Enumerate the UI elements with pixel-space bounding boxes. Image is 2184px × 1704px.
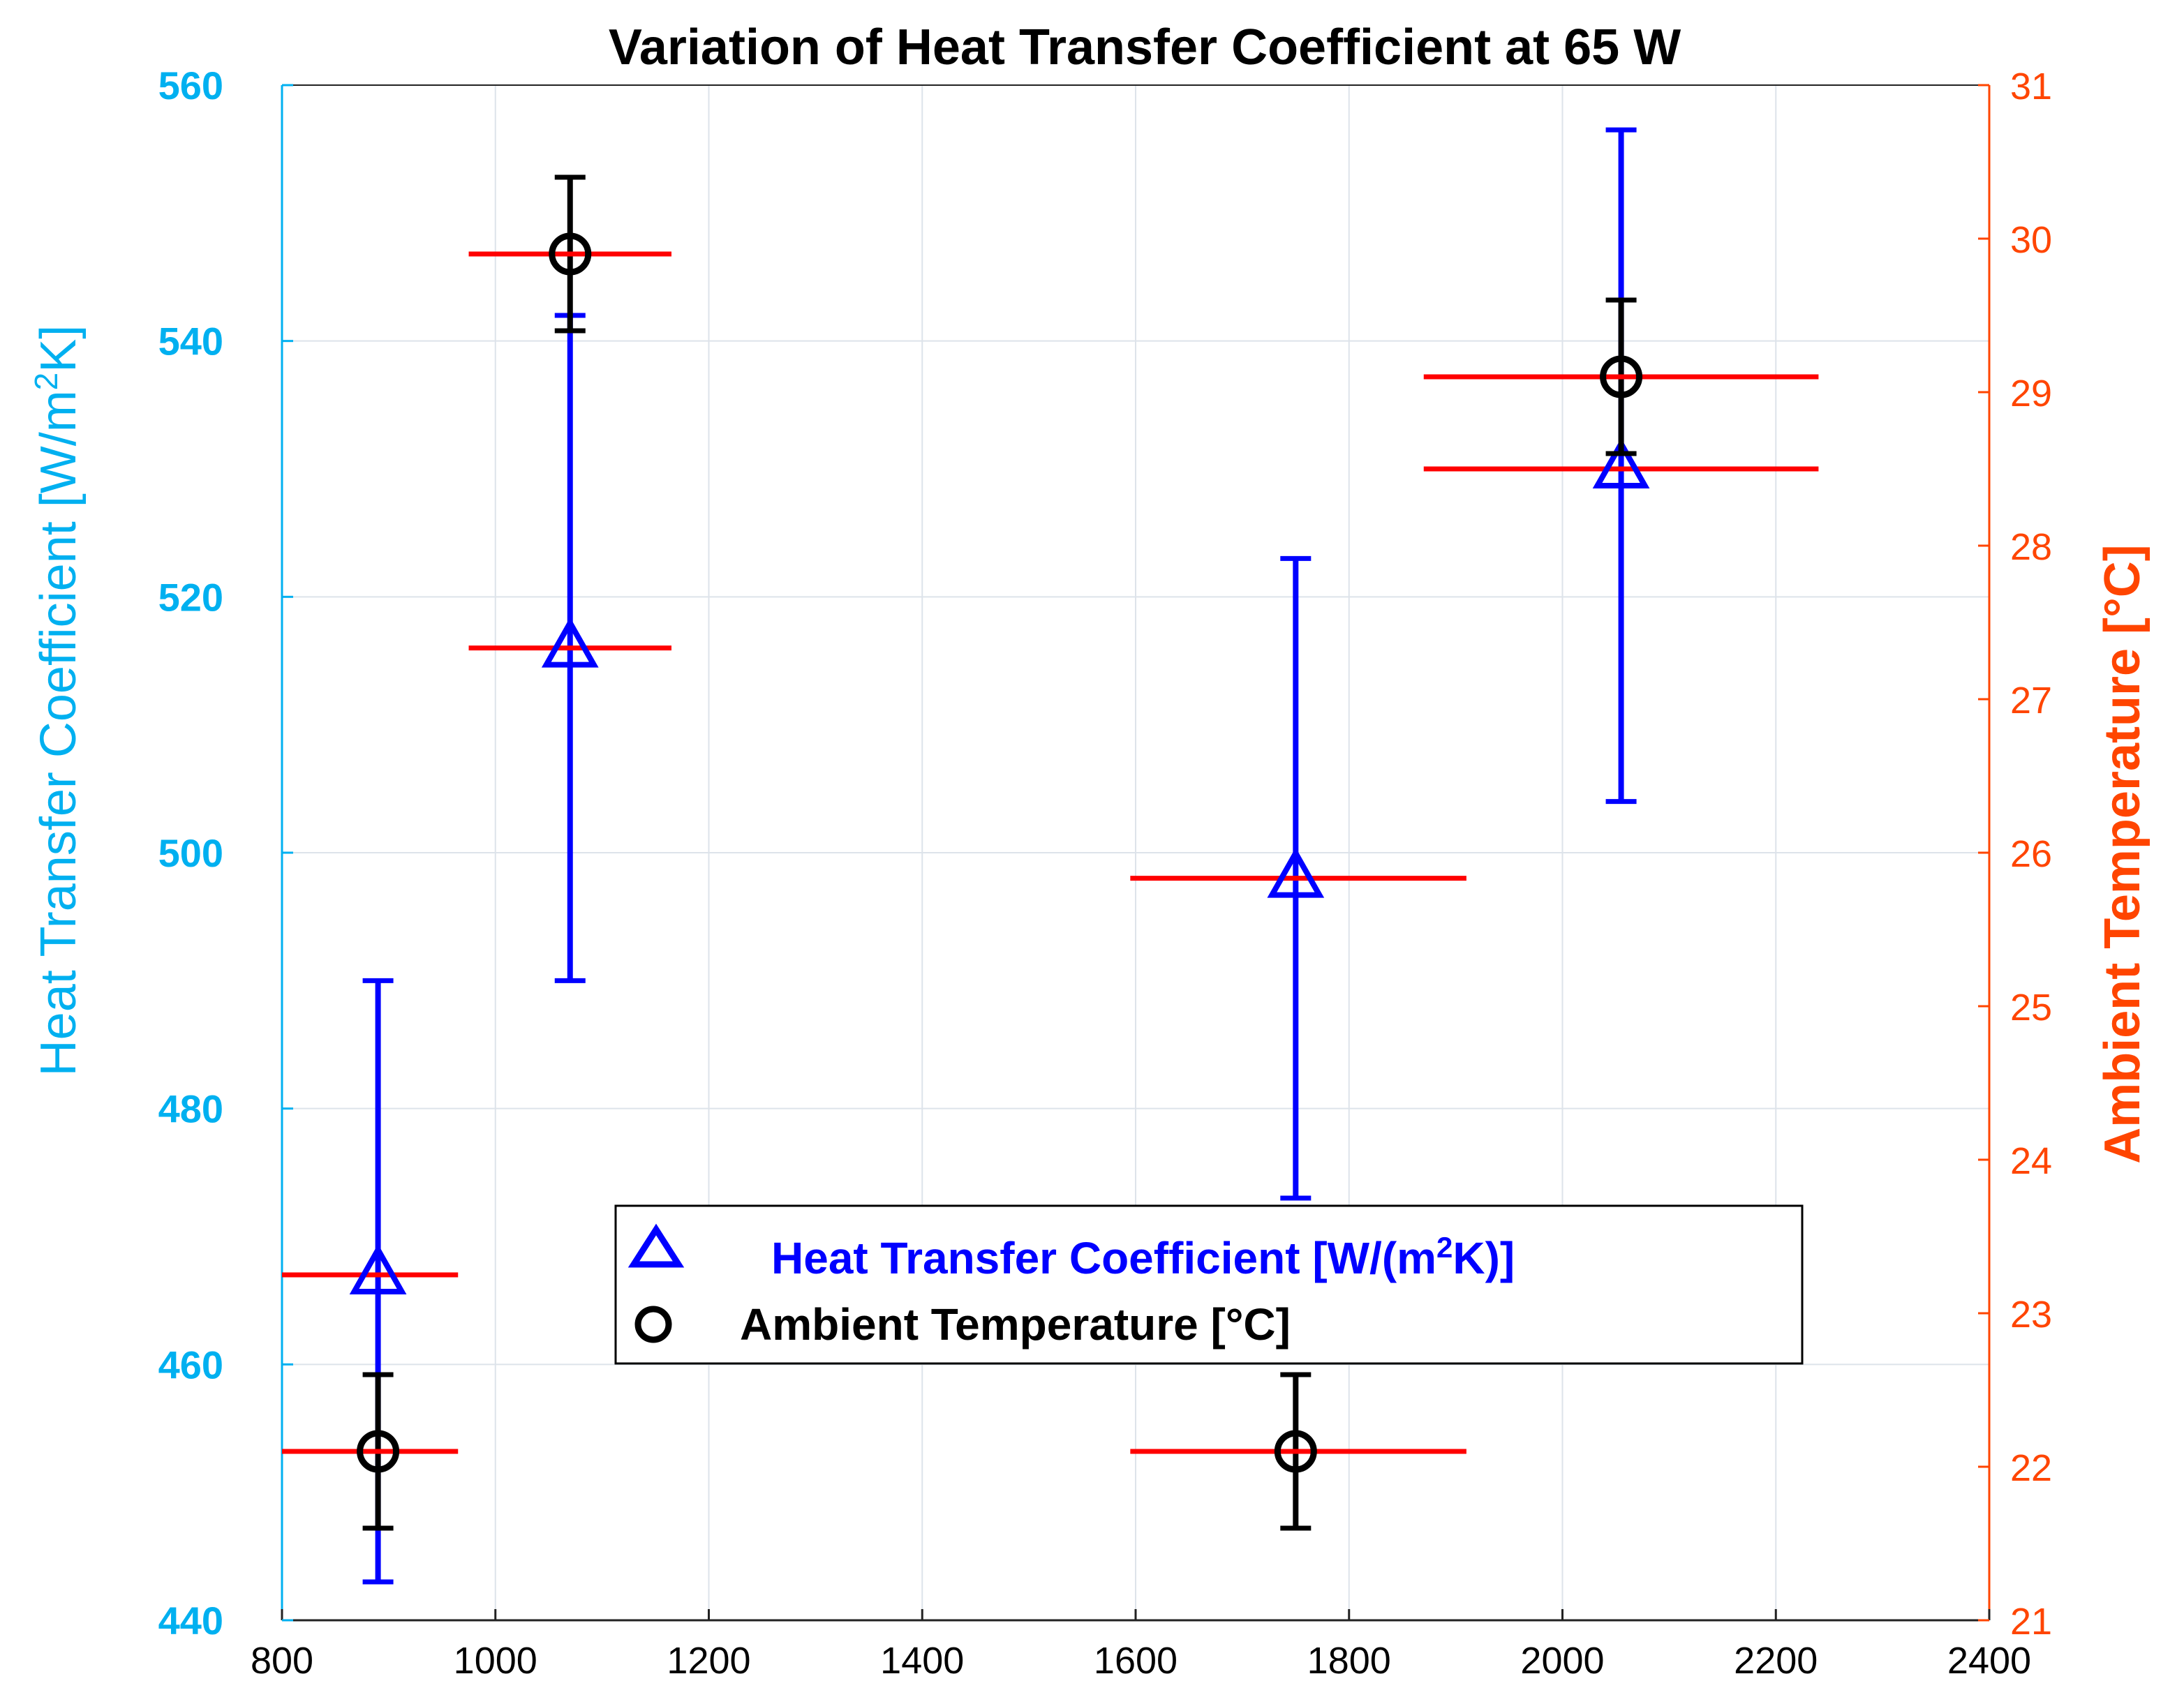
y-right-tick-label: 29	[2010, 373, 2052, 414]
y-left-tick-label: 440	[158, 1599, 223, 1643]
y-left-tick-label: 500	[158, 831, 223, 875]
y-right-tick-label: 31	[2010, 66, 2052, 107]
data-point-htc	[1130, 555, 1466, 1201]
legend-entry-htc-end: K)]	[1453, 1233, 1515, 1283]
y-right-tick-label: 24	[2010, 1140, 2052, 1182]
legend-triangle-icon	[627, 1223, 685, 1268]
x-tick-label: 1000	[454, 1640, 537, 1682]
y-right-tick-label: 23	[2010, 1294, 2052, 1336]
legend-box	[614, 1204, 1804, 1365]
circle-marker	[1600, 355, 1643, 398]
x-tick-label: 2000	[1520, 1640, 1604, 1682]
data-point-temp	[1130, 1372, 1466, 1531]
data-point-htc	[1423, 127, 1819, 805]
y-left-tick-label: 460	[158, 1343, 223, 1387]
y-axis-right-label: Ambient Temperature [°C]	[2095, 544, 2150, 1164]
legend-entry-temp: Ambient Temperature [°C]	[740, 1299, 1291, 1350]
triangle-marker	[1267, 847, 1325, 898]
legend-entry-htc-main: Heat Transfer Coefficient [W/(m	[771, 1233, 1436, 1283]
y-left-tick-label: 520	[158, 575, 223, 619]
y-right-tick-label: 26	[2010, 833, 2052, 875]
legend: Heat Transfer Coefficient [W/(m2K)] Ambi…	[614, 1204, 1804, 1365]
circle-marker	[357, 1430, 400, 1473]
data-point-temp	[468, 174, 671, 334]
x-tick-label: 800	[251, 1640, 313, 1682]
data-point-temp	[1423, 297, 1819, 456]
y-left-tick-label: 560	[158, 63, 223, 107]
chart-title: Variation of Heat Transfer Coefficient a…	[609, 20, 1681, 75]
circle-marker	[549, 232, 592, 276]
legend-entry-htc-sup: 2	[1436, 1231, 1453, 1264]
y-right-tick-label: 27	[2010, 680, 2052, 722]
y-right-tick-label: 21	[2010, 1601, 2052, 1643]
x-tick-label: 1600	[1094, 1640, 1178, 1682]
y-axis-left-label-main: Heat Transfer Coefficient [W/m	[31, 390, 87, 1076]
ticks: 800 1000 1200 1400 1600 1800 2000 2200 2400 440 46…	[158, 63, 2053, 1682]
x-tick-label: 1400	[880, 1640, 964, 1682]
data-point-temp	[282, 1372, 459, 1531]
y-left-tick-label: 540	[158, 320, 223, 364]
y-left-tick-label: 480	[158, 1087, 223, 1131]
y-right-tick-label: 30	[2010, 219, 2052, 261]
x-tick-label: 2400	[1947, 1640, 2031, 1682]
legend-circle-icon	[634, 1306, 672, 1343]
y-axis-left-label-end: K]	[31, 325, 87, 373]
y-right-tick-label: 28	[2010, 526, 2052, 568]
triangle-marker	[1592, 438, 1650, 488]
grid	[282, 85, 1989, 1620]
triangle-marker	[541, 617, 599, 668]
legend-entry-htc: Heat Transfer Coefficient [W/(m2K)]	[771, 1231, 1515, 1284]
circle-marker	[1274, 1430, 1317, 1473]
y-axis-left-label: Heat Transfer Coefficient [W/m2K]	[28, 325, 87, 1077]
x-tick-label: 1200	[667, 1640, 750, 1682]
y-right-tick-label: 22	[2010, 1447, 2052, 1489]
x-tick-label: 2200	[1734, 1640, 1818, 1682]
y-right-tick-label: 25	[2010, 987, 2052, 1029]
x-tick-label: 1800	[1307, 1640, 1391, 1682]
chart-marks	[282, 127, 1819, 1585]
y-axis-left-label-sup: 2	[28, 373, 64, 391]
triangle-marker	[349, 1243, 407, 1294]
